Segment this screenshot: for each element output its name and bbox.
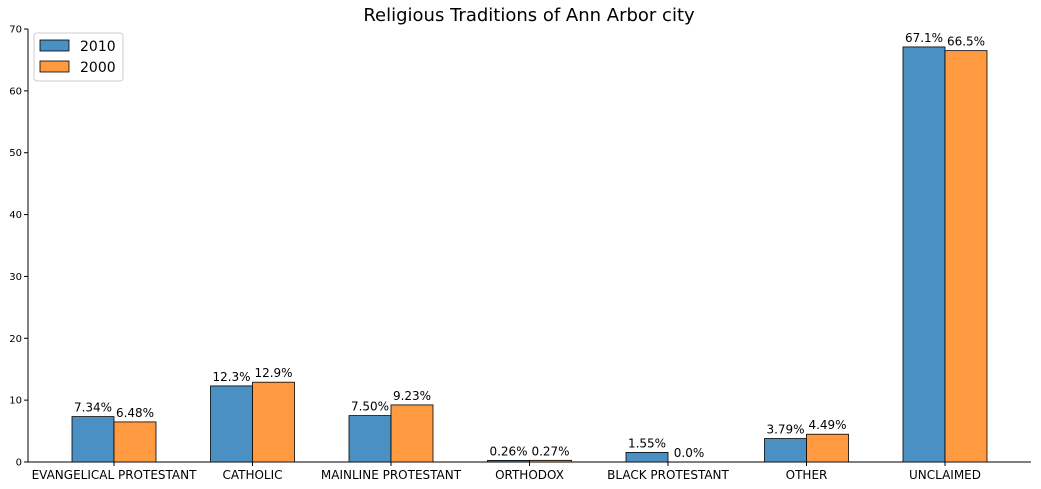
chart-title: Religious Traditions of Ann Arbor city: [363, 5, 695, 26]
x-tick-label: ORTHODOX: [495, 468, 564, 482]
x-tick-label: CATHOLIC: [222, 468, 282, 482]
data-label: 66.5%: [947, 35, 985, 49]
bar-2010-4: [625, 452, 669, 463]
y-tick-label: 70: [9, 25, 22, 36]
bar-2000-5: [806, 433, 849, 463]
data-label: 12.3%: [212, 370, 250, 384]
data-label: 3.79%: [766, 423, 804, 437]
bar-2000-6: [944, 50, 988, 463]
legend-label: 2010: [80, 39, 116, 55]
bar-2000-2: [390, 404, 434, 463]
y-axis: 0 10 20 30 40 50 60 70: [9, 25, 29, 469]
x-axis: EVANGELICAL PROTESTANT CATHOLIC MAINLINE P…: [28, 461, 1031, 482]
data-label: 1.55%: [628, 436, 666, 450]
legend: 2010 2000: [33, 32, 124, 82]
data-label: 7.34%: [74, 401, 112, 415]
data-label: 4.49%: [808, 418, 846, 432]
legend-swatch-2010: [39, 39, 70, 52]
bar-2010-5: [764, 438, 807, 463]
data-label: 6.48%: [116, 406, 154, 420]
data-labels-group: 7.34% 6.48% 12.3% 12.9% 7.50% 9.23% 0.26% 0.27%…: [74, 31, 985, 460]
data-label: 9.23%: [393, 389, 431, 403]
x-tick-label: UNCLAIMED: [909, 468, 981, 482]
legend-swatch-2000: [39, 60, 70, 73]
data-label: 0.27%: [531, 444, 569, 458]
y-tick-label: 20: [9, 334, 22, 345]
bar-2000-3: [529, 459, 572, 463]
y-tick-label: 30: [9, 272, 22, 283]
y-tick-label: 60: [9, 86, 22, 97]
data-label: 0.26%: [489, 444, 527, 458]
y-tick-label: 0: [16, 458, 22, 469]
bar-2010-2: [348, 415, 392, 463]
data-label: 7.50%: [351, 400, 389, 414]
y-tick-label: 50: [9, 148, 22, 159]
data-label: 67.1%: [905, 31, 943, 45]
data-label: 12.9%: [254, 366, 292, 380]
bar-2010-3: [487, 459, 530, 463]
x-tick-label: OTHER: [786, 468, 828, 482]
y-tick-label: 40: [9, 210, 22, 221]
x-tick-label: BLACK PROTESTANT: [607, 468, 729, 482]
data-label: 0.0%: [674, 446, 705, 460]
bar-2010-1: [210, 385, 253, 463]
legend-label: 2000: [80, 60, 116, 76]
bar-2000-1: [252, 381, 295, 463]
y-tick-label: 10: [9, 396, 22, 407]
x-tick-label: MAINLINE PROTESTANT: [321, 468, 462, 482]
bar-2010-6: [902, 46, 946, 463]
bars-group: [71, 46, 988, 463]
bar-2010-0: [71, 416, 115, 463]
bar-2000-0: [113, 421, 157, 463]
x-tick-label: EVANGELICAL PROTESTANT: [32, 468, 198, 482]
